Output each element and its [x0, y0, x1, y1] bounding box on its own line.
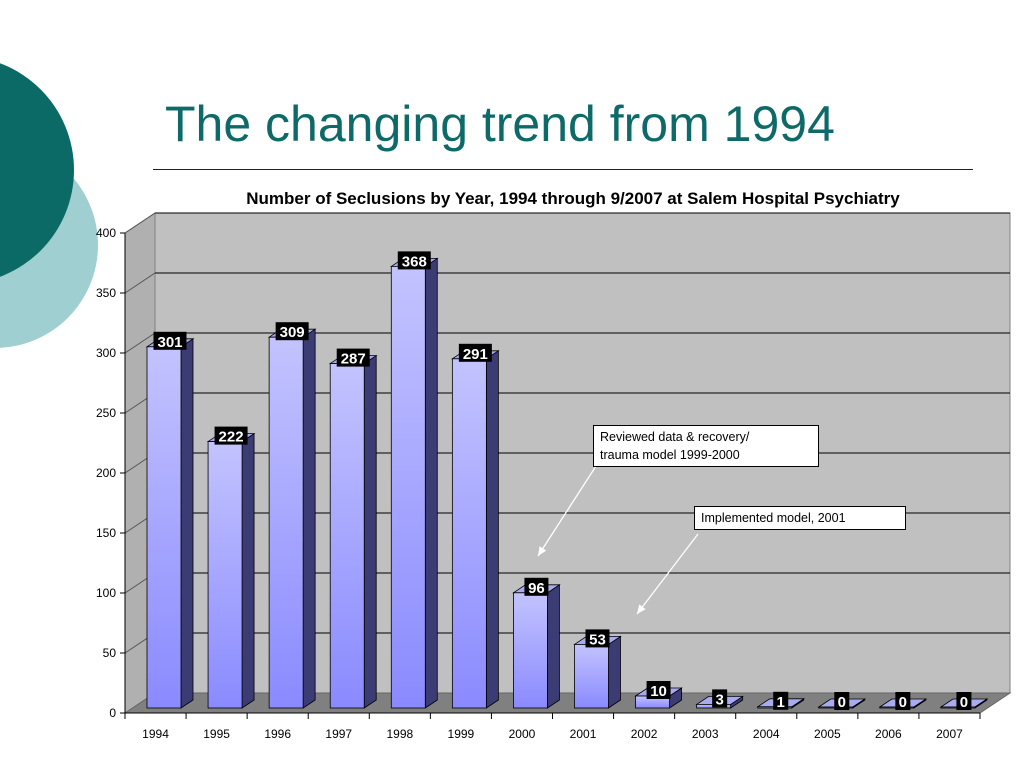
annotation-arrow-2000 — [537, 465, 597, 557]
x-tick-label: 2007 — [936, 727, 963, 741]
bar-2000 — [512, 584, 561, 709]
bar-front — [207, 441, 243, 709]
x-tick-label: 1996 — [264, 727, 291, 741]
slide-title: The changing trend from 1994 — [165, 96, 835, 152]
bar-front — [390, 265, 426, 709]
x-tick-label: 2000 — [509, 727, 536, 741]
data-label: 291 — [463, 346, 488, 363]
gridline-side — [124, 332, 156, 354]
annotation-reviewed-data: Reviewed data & recovery/ trauma model 1… — [593, 425, 819, 467]
gridline-side — [124, 272, 156, 294]
decor-circle-dark — [0, 63, 74, 277]
annotation-arrow-2001 — [636, 533, 699, 615]
data-label: 96 — [528, 580, 545, 597]
data-label: 0 — [838, 694, 846, 711]
data-label-bg — [397, 251, 431, 270]
x-tick-label: 2006 — [875, 727, 902, 741]
data-label-bg — [646, 681, 671, 699]
data-label: 0 — [899, 694, 907, 711]
bar-side — [608, 635, 621, 709]
data-label: 0 — [960, 694, 968, 711]
x-tick-label: 1994 — [142, 727, 169, 741]
data-label: 301 — [157, 334, 182, 351]
data-label: 222 — [219, 429, 244, 446]
y-tick-label: 0 — [109, 706, 116, 720]
bar-side — [424, 257, 438, 709]
bar-1998 — [389, 257, 439, 709]
data-label: 368 — [402, 253, 427, 270]
bar-side — [485, 350, 499, 709]
data-label: 10 — [650, 683, 667, 700]
bar-front — [513, 592, 548, 709]
bar-side — [363, 354, 377, 709]
x-tick-label: 2005 — [814, 727, 841, 741]
data-label-bg — [214, 426, 248, 445]
gridline-side — [124, 212, 156, 234]
y-tick-label: 100 — [96, 586, 116, 600]
y-tick-label: 350 — [96, 286, 116, 300]
data-label-bg — [895, 692, 911, 710]
chart-title: Number of Seclusions by Year, 1994 throu… — [246, 189, 900, 208]
data-label-bg — [956, 692, 972, 710]
data-label: 3 — [715, 691, 723, 708]
bar-side — [241, 432, 255, 709]
title-divider — [153, 169, 973, 170]
bar-side — [547, 584, 560, 709]
bar-front — [451, 358, 487, 709]
x-tick-label: 1997 — [325, 727, 352, 741]
data-label: 1 — [777, 694, 785, 711]
x-tick-label: 1998 — [386, 727, 413, 741]
data-label-bg — [585, 629, 610, 648]
y-tick-label: 400 — [96, 226, 116, 240]
bar-1995 — [206, 432, 256, 709]
bar-1994 — [145, 338, 195, 709]
annotation-implemented-model: Implemented model, 2001 — [694, 506, 906, 530]
plot-floor — [123, 692, 1012, 714]
bar-front — [146, 346, 182, 709]
annotation-arrow-2001-head — [637, 604, 646, 614]
y-tick-label: 200 — [96, 466, 116, 480]
data-label-bg — [773, 691, 789, 710]
bar-side — [302, 328, 316, 709]
data-label-bg — [834, 692, 850, 710]
bar-1997 — [328, 354, 378, 709]
y-tick-label: 250 — [96, 406, 116, 420]
data-label: 53 — [589, 631, 606, 648]
y-tick-label: 150 — [96, 526, 116, 540]
x-tick-label: 2004 — [753, 727, 780, 741]
bar-front — [268, 336, 304, 709]
y-tick-label: 50 — [103, 646, 117, 660]
bar-front — [329, 363, 365, 709]
data-label-bg — [336, 348, 370, 367]
x-tick-label: 1999 — [448, 727, 475, 741]
data-label: 287 — [341, 351, 366, 368]
x-tick-label: 2001 — [570, 727, 597, 741]
data-label-bg — [458, 343, 492, 362]
bar-1996 — [267, 328, 317, 709]
bar-side — [180, 338, 194, 709]
data-label-bg — [153, 331, 187, 350]
bar-front — [574, 644, 609, 709]
data-label-bg — [275, 322, 309, 341]
annotation-arrow-2000-head — [538, 546, 547, 556]
data-label: 309 — [280, 324, 305, 341]
x-tick-label: 1995 — [203, 727, 230, 741]
bar-1999 — [451, 350, 500, 709]
data-label-bg — [712, 689, 728, 708]
x-tick-label: 2003 — [692, 727, 719, 741]
x-tick-label: 2002 — [631, 727, 658, 741]
data-label-bg — [524, 577, 549, 596]
y-tick-label: 300 — [96, 346, 116, 360]
